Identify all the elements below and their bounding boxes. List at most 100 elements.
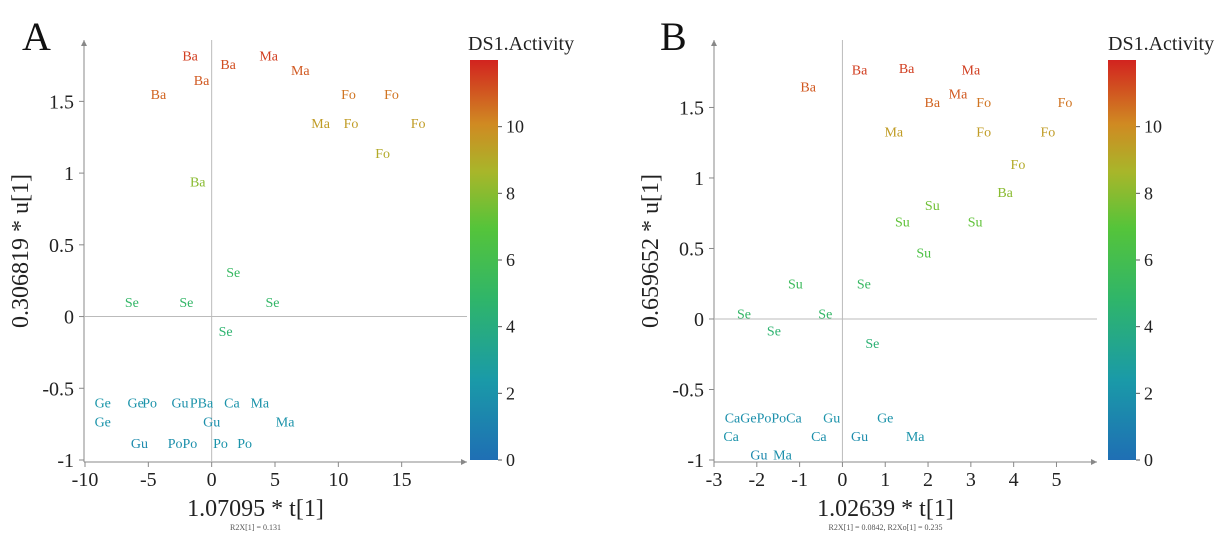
data-point-label: Su [788,278,803,293]
data-point-label: Ba [220,58,236,73]
data-point-label: Su [895,216,910,231]
data-point-label: Ba [997,186,1013,201]
data-point-label: Gu [851,430,868,445]
data-point-label: Ba [925,96,941,111]
data-point-label: Ma [291,64,310,79]
data-point-label: Po [213,437,228,452]
model-footnote: R2X[1] = 0.0842, R2Xo[1] = 0.235 [829,523,943,532]
colorbar-gradient [470,60,498,460]
axes: -10 -5 0 5 10 15 -1 -0.5 0 0.5 1 1.5 [42,40,467,491]
data-point-label: Ma [773,448,792,463]
colorbar: DS1.Activity 0 2 4 6 8 10 [468,33,574,470]
data-point-label: Ma [906,430,925,445]
x-tick-label: 15 [392,469,412,491]
data-point-label: Ge [95,415,111,430]
x-tick-label: -1 [791,469,808,491]
x-axis-arrow [461,459,467,465]
data-point-label: Ba [800,80,816,95]
data-point-label: Ca [811,430,827,445]
y-tick-label: 0.5 [679,238,704,260]
data-point-label: Gu [823,412,840,427]
data-point-label: Ge [128,397,144,412]
data-point-label: Fo [375,147,390,162]
data-point-label: Gu [171,397,188,412]
data-point-label: Ba [151,88,167,103]
data-point-label: Se [737,307,751,322]
data-point-label: Ba [852,63,868,78]
data-point-label: Ma [884,125,903,140]
x-tick-label: -3 [706,469,723,491]
x-tick-label: -5 [140,469,157,491]
data-point-label: Ma [311,117,330,132]
data-point-label: Ba [182,49,198,64]
x-tick-label: -10 [72,469,99,491]
data-point-label: CaGePoPoCa [725,412,803,427]
data-point-label: Gu [203,415,220,430]
colorbar: DS1.Activity 0 2 4 6 8 10 [1108,33,1214,470]
y-axis-title: 0.659652 * u[1] [638,174,664,328]
data-point-label: Fo [384,88,399,103]
data-point-label: Se [857,278,871,293]
colorbar-tick-label: 0 [506,450,515,470]
colorbar-tick-label: 4 [1144,317,1153,337]
data-point-label: Su [925,199,940,214]
y-tick-label: 0 [694,309,704,331]
data-point-label: Fo [1011,158,1026,173]
colorbar-title: DS1.Activity [468,33,574,55]
colorbar-tick-label: 0 [1144,450,1153,470]
data-point-label: Se [818,307,832,322]
colorbar-tick-label: 2 [1144,383,1153,403]
y-tick-label: 1.5 [679,97,704,119]
colorbar-gradient [1108,60,1136,460]
data-point-label: Fo [976,125,991,140]
data-point-label: Ca [723,430,739,445]
data-point-label: Fo [341,88,356,103]
data-point-label: Ma [962,63,981,78]
data-point-label: Ba [899,62,915,77]
data-point-label: Ba [190,176,206,191]
data-point-label: Se [125,296,139,311]
data-point-label: Su [968,216,983,231]
data-point-label: Fo [1058,96,1073,111]
colorbar-tick-label: 2 [506,383,515,403]
colorbar-tick-label: 8 [1144,183,1153,203]
x-tick-label: 4 [1009,469,1019,491]
panel-letter: A [22,14,51,59]
y-tick-label: 0 [64,307,74,329]
data-point-label: Gu [750,448,767,463]
x-tick-label: 2 [923,469,933,491]
data-point-label: Fo [411,117,426,132]
y-tick-label: -1 [57,450,74,472]
data-point-label: Se [179,296,193,311]
data-point-label: Ba [194,74,210,89]
data-point-label: Ge [95,397,111,412]
y-tick-label: 1 [694,168,704,190]
y-axis-title: 0.306819 * u[1] [8,174,34,328]
colorbar-tick-label: 10 [1144,117,1162,137]
x-tick-label: 1 [880,469,890,491]
x-tick-label: 0 [837,469,847,491]
data-point-label: Su [916,247,931,262]
data-point-label: Se [265,296,279,311]
x-tick-label: 5 [1051,469,1061,491]
data-point-label: Ma [250,397,269,412]
y-tick-label: -0.5 [42,378,74,400]
data-point-label: PBa [190,397,214,412]
data-point-label: Fo [1041,125,1056,140]
y-tick-label: -1 [687,450,704,472]
colorbar-title: DS1.Activity [1108,33,1214,55]
x-tick-label: 3 [966,469,976,491]
colorbar-tick-label: 6 [506,250,515,270]
data-point-label: Ca [224,397,240,412]
x-tick-label: 10 [328,469,348,491]
model-footnote: R2X[1] = 0.131 [230,523,281,532]
colorbar-tick-label: 6 [1144,250,1153,270]
data-point-label: Se [767,324,781,339]
data-point-label: Po [142,397,157,412]
panel-a: A -10 -5 0 5 10 15 -1 -0.5 0 0.5 1 1.5 1.07095 * t[1]… [8,14,574,532]
panel-letter: B [660,14,687,59]
data-point-label: Fo [344,117,359,132]
x-tick-label: 0 [207,469,217,491]
